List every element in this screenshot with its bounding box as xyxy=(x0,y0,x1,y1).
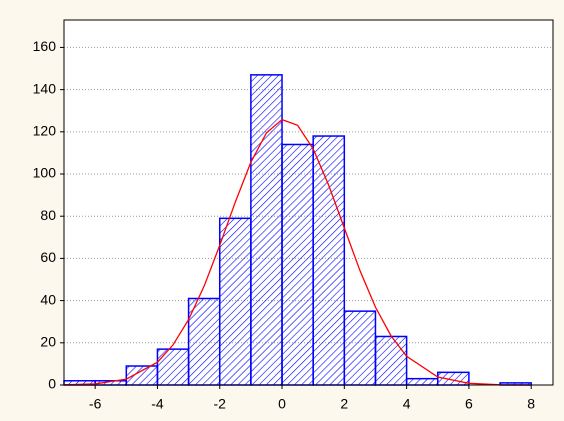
bar xyxy=(125,365,159,386)
y-tick-label: 20 xyxy=(40,334,56,350)
y-tick-label: 140 xyxy=(33,80,57,96)
x-tick-label: 0 xyxy=(278,396,286,412)
bar xyxy=(281,143,314,386)
bar xyxy=(405,377,439,386)
x-tick-label: 2 xyxy=(340,396,348,412)
bar xyxy=(250,74,283,386)
bar xyxy=(312,135,346,386)
x-tick-label: 4 xyxy=(403,396,411,412)
bar xyxy=(156,348,190,386)
bar xyxy=(437,371,470,386)
y-tick-label: 160 xyxy=(33,38,57,54)
fit-curve xyxy=(63,118,532,386)
x-tick-label: -4 xyxy=(151,396,164,412)
bar xyxy=(187,297,221,386)
x-tick-label: -2 xyxy=(214,396,227,412)
y-tick-label: 60 xyxy=(40,249,56,265)
bar xyxy=(343,310,377,386)
bar xyxy=(374,335,408,386)
y-tick-label: 80 xyxy=(40,207,56,223)
y-tick-label: 100 xyxy=(33,165,57,181)
y-tick-label: 0 xyxy=(48,376,56,392)
x-tick-label: -6 xyxy=(89,396,102,412)
x-tick-label: 6 xyxy=(465,396,473,412)
y-tick-label: 40 xyxy=(40,291,56,307)
y-tick-label: 120 xyxy=(33,123,57,139)
x-tick-label: 8 xyxy=(527,396,535,412)
bar xyxy=(218,217,252,386)
plot-border xyxy=(63,19,554,386)
